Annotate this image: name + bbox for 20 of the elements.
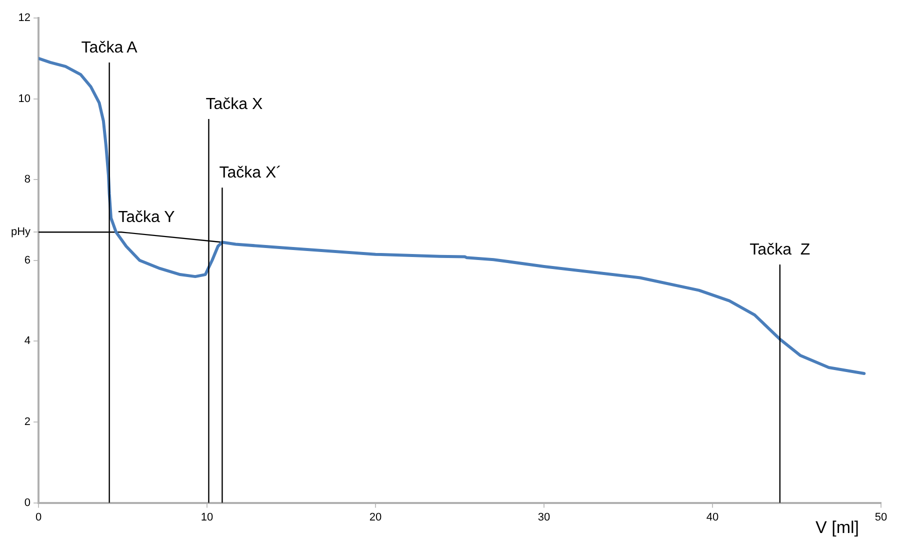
annotation: Tačka Z <box>750 241 810 258</box>
x-tick-label: 30 <box>538 511 550 524</box>
x-tick-label: 20 <box>369 511 382 524</box>
x-tick-label: 40 <box>706 511 719 524</box>
y-tick-label: 0 <box>24 496 31 509</box>
x-tick-label: 50 <box>874 511 888 524</box>
y-tick-label: 12 <box>18 12 31 24</box>
y-tick-label: 8 <box>24 174 31 186</box>
x-axis-title: V [ml] <box>816 518 859 538</box>
y-tick-label: 10 <box>18 92 31 105</box>
y-tick-label: 4 <box>24 335 31 348</box>
y-tick-label: pHy <box>11 226 32 238</box>
y-tick-label: 2 <box>24 416 31 428</box>
x-tick-label: 10 <box>200 511 214 524</box>
annotation: Tačka A <box>81 39 138 56</box>
annotation: Tačka X´ <box>219 164 282 182</box>
y-tick-label: 6 <box>24 254 31 266</box>
annotation: Tačka Y <box>118 209 176 226</box>
x-tick-label: 0 <box>36 511 42 524</box>
annotation: Tačka X <box>206 96 263 113</box>
